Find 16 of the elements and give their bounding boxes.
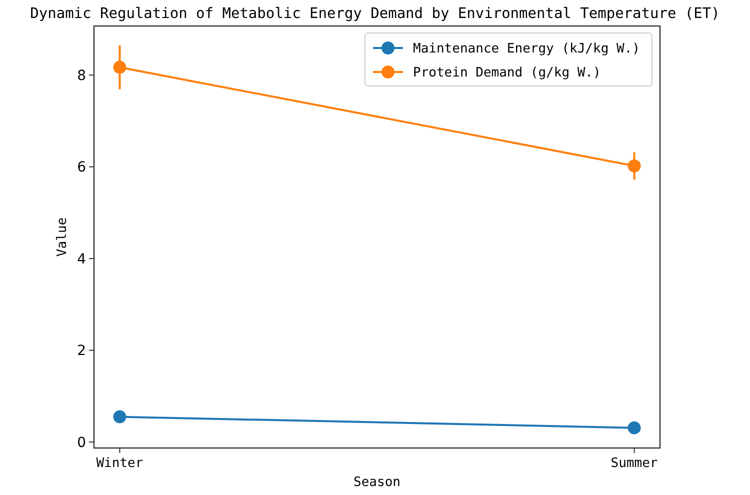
y-tick-label: 0 [77,434,86,451]
y-tick-label: 8 [77,68,86,84]
y-tick-label: 4 [77,251,86,268]
chart-title: Dynamic Regulation of Metabolic Energy Demand by Environmental Temperature (ET) [30,6,720,22]
x-axis-title: Season [354,475,400,490]
point [628,421,641,434]
point [113,60,126,74]
point [628,159,641,172]
legend-label: Protein Demand (g/kg W.) [413,66,601,81]
legend-label: Maintenance Energy (kJ/kg W.) [413,42,640,57]
y-tick-label: 2 [77,343,86,360]
x-tick-label: Winter [96,456,144,471]
y-axis-title: Value [55,217,70,257]
point [113,410,126,424]
y-tick-label: 6 [77,160,86,176]
x-tick-label: Summer [610,456,658,471]
